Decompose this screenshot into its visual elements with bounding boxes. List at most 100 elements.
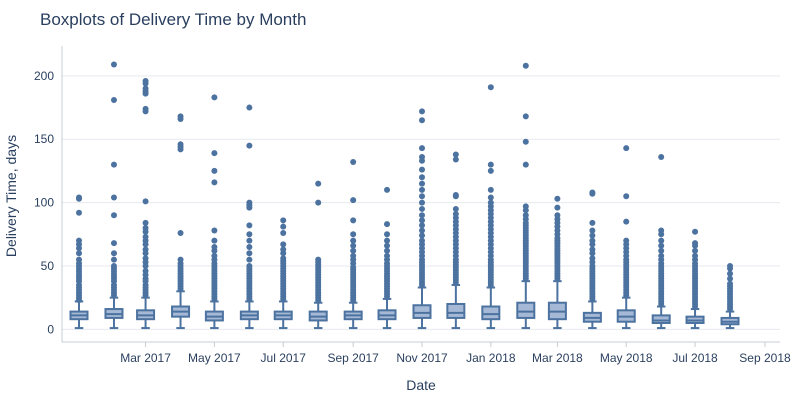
outlier-point — [246, 104, 253, 111]
outlier-point — [350, 231, 357, 238]
outlier-point — [211, 179, 218, 186]
outlier-point — [315, 256, 322, 263]
outlier-point — [419, 193, 425, 200]
outlier-point — [211, 94, 218, 101]
outlier-point — [211, 237, 218, 244]
outlier-point — [419, 180, 425, 187]
outlier-point — [658, 252, 665, 259]
outlier-point — [452, 151, 459, 158]
outlier-point — [419, 237, 425, 244]
outlier-point — [522, 113, 529, 120]
outlier-point — [110, 61, 117, 68]
outlier-point — [419, 174, 425, 181]
outlier-point — [142, 224, 149, 231]
y-tick-label: 100 — [34, 196, 54, 210]
outlier-point — [452, 211, 459, 218]
outlier-point — [487, 167, 494, 174]
chart-title: Boxplots of Delivery Time by Month — [40, 10, 306, 29]
outlier-point — [452, 192, 459, 198]
outlier-point — [246, 142, 253, 149]
outlier-point — [110, 262, 117, 269]
outlier-point — [419, 108, 425, 115]
outlier-point — [211, 150, 218, 157]
outlier-point — [142, 105, 149, 112]
outlier-point — [246, 199, 253, 206]
outlier-point — [76, 237, 82, 244]
outlier-point — [522, 62, 529, 69]
outlier-point — [142, 219, 149, 226]
outlier-point — [76, 209, 82, 216]
outlier-point — [246, 237, 253, 244]
outlier-point — [280, 217, 287, 224]
outlier-point — [554, 195, 561, 202]
outlier-point — [142, 255, 149, 262]
outlier-point — [350, 237, 357, 244]
outlier-point — [452, 205, 459, 212]
outlier-point — [110, 161, 117, 168]
box-2017-09 — [343, 159, 363, 330]
outlier-point — [142, 246, 149, 253]
outlier-point — [589, 189, 596, 196]
x-tick-label: Mar 2017 — [120, 351, 171, 365]
box-2018-02 — [516, 62, 536, 330]
box-iqr — [651, 314, 671, 324]
outlier-point — [658, 242, 665, 249]
outlier-point — [76, 256, 82, 263]
box-2017-12 — [446, 151, 466, 330]
outlier-point — [487, 194, 494, 201]
outlier-point — [350, 242, 357, 249]
outlier-point — [110, 240, 117, 247]
y-tick-label: 150 — [34, 132, 54, 146]
outlier-point — [452, 156, 459, 163]
outlier-point — [384, 186, 391, 193]
box-2018-03 — [547, 195, 567, 330]
outlier-point — [419, 199, 425, 206]
outlier-point — [384, 252, 391, 259]
box-2018-04 — [582, 189, 602, 330]
outlier-point — [658, 227, 665, 234]
box-2017-06 — [239, 104, 259, 330]
box-2017-02 — [104, 61, 124, 330]
x-tick-label: Sep 2018 — [739, 351, 791, 365]
outlier-point — [419, 153, 425, 160]
outlier-point — [623, 193, 630, 200]
outlier-point — [384, 237, 391, 244]
outlier-point — [211, 243, 218, 250]
outlier-point — [384, 231, 391, 238]
outlier-point — [246, 231, 253, 238]
outlier-point — [589, 227, 596, 234]
box-2017-08 — [308, 180, 328, 330]
x-tick-label: May 2018 — [600, 351, 653, 365]
outlier-point — [142, 268, 149, 275]
x-tick-label: Sep 2017 — [327, 351, 379, 365]
outlier-point — [419, 232, 425, 239]
x-tick-label: Jul 2017 — [261, 351, 307, 365]
outlier-point — [177, 141, 184, 148]
outlier-point — [384, 221, 391, 228]
outlier-point — [211, 167, 218, 174]
outlier-point — [350, 197, 357, 204]
outlier-point — [246, 222, 253, 229]
outlier-point — [246, 262, 253, 269]
outlier-point — [315, 180, 322, 187]
y-tick-label: 200 — [34, 69, 54, 83]
outlier-point — [280, 241, 287, 248]
outlier-point — [350, 217, 357, 224]
outlier-point — [246, 250, 253, 257]
outlier-point — [522, 212, 529, 219]
outlier-point — [589, 237, 596, 244]
y-tick-label: 50 — [41, 259, 55, 273]
outlier-point — [554, 204, 561, 211]
box-2018-06 — [651, 153, 671, 330]
outlier-point — [658, 153, 665, 160]
outlier-point — [589, 232, 596, 239]
outlier-point — [142, 77, 149, 84]
box-2017-03 — [136, 77, 156, 330]
outlier-point — [110, 194, 117, 201]
outlier-point — [110, 256, 117, 263]
outlier-point — [589, 246, 596, 253]
outlier-point — [623, 218, 630, 225]
box-2018-07 — [685, 228, 705, 330]
outlier-point — [419, 166, 425, 173]
outlier-point — [280, 246, 287, 253]
